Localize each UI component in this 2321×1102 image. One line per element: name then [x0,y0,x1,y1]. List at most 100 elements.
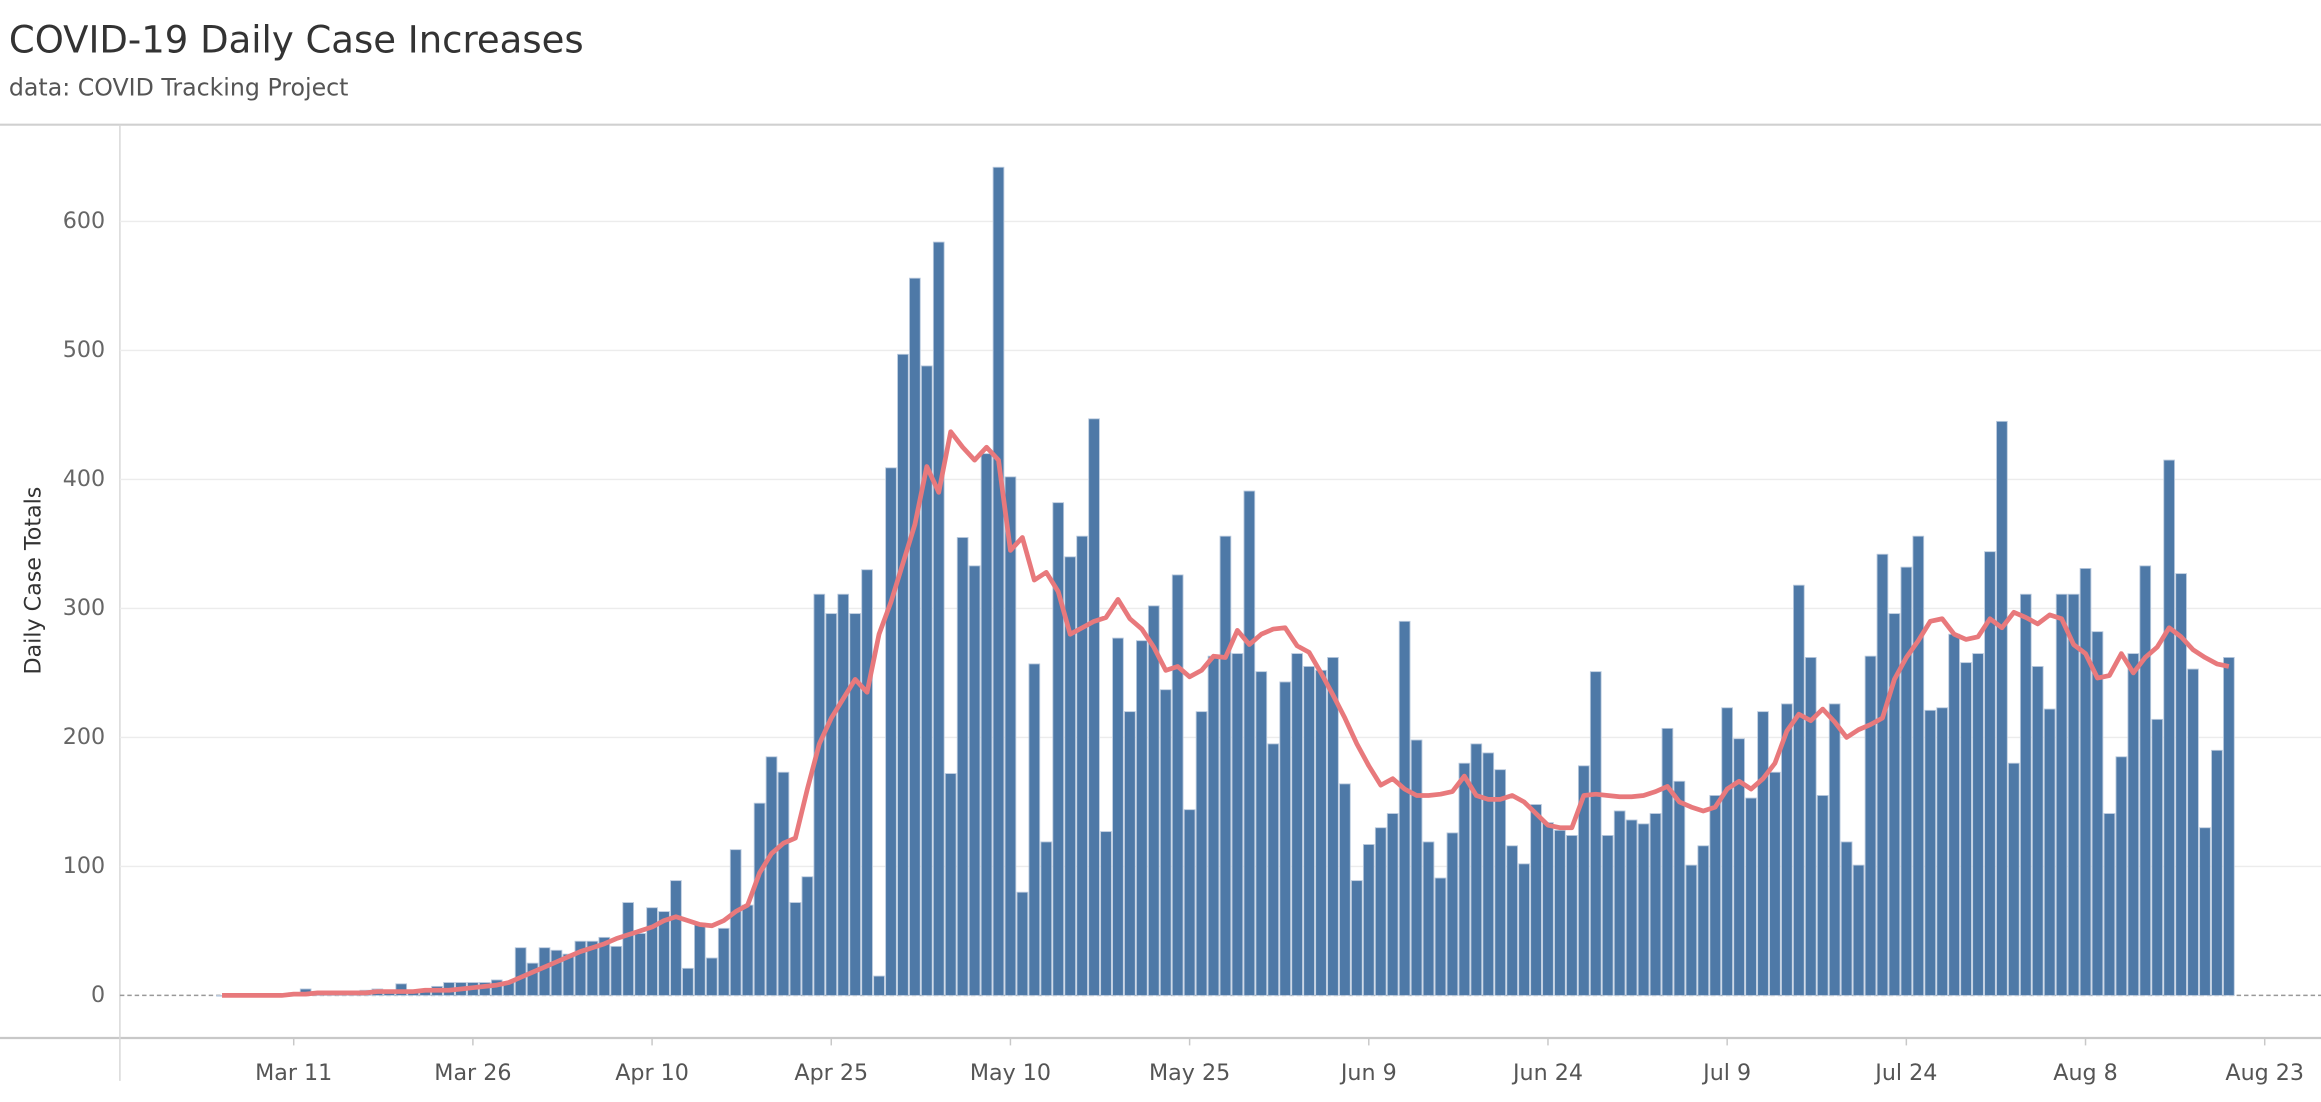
bar [670,880,682,996]
bar [1984,551,1996,996]
bar [1112,637,1124,996]
bar [1243,490,1256,996]
bar [897,353,909,996]
bar [1577,765,1590,996]
bar [1231,653,1244,996]
bar [2055,593,2068,996]
bar [1888,613,1901,996]
x-tick-label: May 25 [1149,1060,1230,1086]
x-tick-label: Apr 25 [794,1060,868,1086]
bar [1924,709,1937,996]
bar [837,593,850,996]
bar [1733,738,1745,996]
bar [1315,669,1327,996]
bar [825,613,838,996]
x-tick-label: Apr 10 [615,1060,689,1086]
bar [2151,718,2164,996]
bar [1518,863,1530,996]
bar [1685,864,1698,996]
bar [1506,845,1518,996]
bar [729,849,742,996]
bar [1303,666,1315,996]
bar [598,936,611,996]
bar [2079,568,2092,996]
bar [873,975,885,996]
bar [2091,631,2104,996]
bar [861,569,873,996]
x-tick-label: Jul 24 [1873,1060,1937,1086]
bar [682,967,694,996]
bar [2187,668,2199,996]
bar [1936,707,1949,996]
bar [1625,819,1638,996]
bar [992,166,1005,996]
bar [2067,593,2080,996]
y-tick-label: 300 [63,595,105,621]
bar [1852,864,1865,996]
bar [1124,711,1136,996]
bar [885,467,897,996]
bar [1327,657,1339,996]
bar [2043,708,2056,996]
bar [1601,835,1614,996]
bar [1291,653,1303,996]
bar [1136,640,1148,996]
bar [1554,829,1566,996]
bar [1781,703,1793,996]
bar [1351,880,1363,996]
bar [789,902,802,996]
bar [741,904,754,996]
bar [1374,827,1387,996]
bar [1470,743,1483,996]
y-tick-label: 500 [63,337,105,363]
bar [1793,584,1805,996]
bar [1040,841,1053,996]
bar [944,773,957,996]
bar [1530,804,1542,996]
bar [1745,797,1757,996]
chart-title: COVID-19 Daily Case Increases [9,18,584,61]
bar [1637,823,1650,996]
bar [1052,502,1065,996]
bar [813,593,826,996]
bar [2127,653,2140,996]
x-tick-label: Aug 8 [2053,1060,2118,1086]
bar [2223,657,2235,996]
bar [1876,553,1889,996]
bar [1542,822,1554,996]
bar [1697,845,1710,996]
bar [717,927,730,996]
bar [1948,633,1960,996]
bar [1494,769,1507,996]
bar [1709,795,1722,996]
bar [705,957,718,996]
bar [1482,752,1495,996]
bar [1255,671,1268,996]
bar [2103,813,2116,996]
bar [2199,827,2211,996]
bar [1673,780,1686,996]
bar [956,537,969,996]
bar [1267,743,1280,996]
bar [646,907,658,996]
bar [1004,476,1017,996]
bar [1757,711,1769,996]
chart-subtitle: data: COVID Tracking Project [9,74,349,102]
bar [2175,573,2187,996]
bar [574,940,587,996]
bar [1721,707,1733,996]
x-tick-label: Mar 11 [255,1060,332,1086]
bar [634,933,646,996]
bar [2008,762,2020,996]
y-tick-label: 100 [63,853,105,879]
bar [1446,832,1459,996]
bar [1159,689,1172,996]
x-tick-label: Aug 23 [2225,1060,2304,1086]
bar [753,802,766,996]
bar [550,949,563,996]
bar [777,771,790,996]
bar [1183,809,1196,996]
bar [1386,813,1399,996]
